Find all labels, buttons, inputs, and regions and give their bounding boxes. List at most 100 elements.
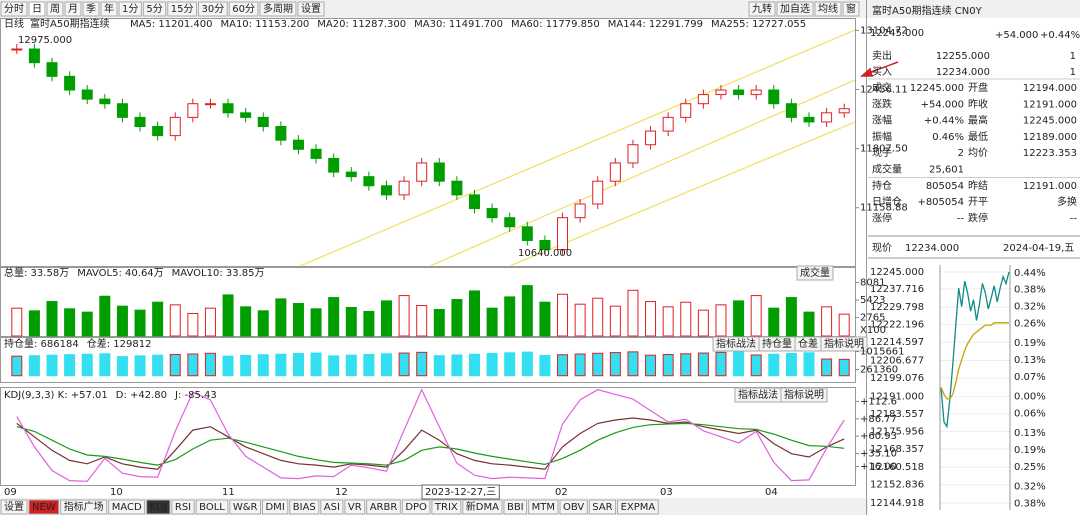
kdj-line — [16, 388, 845, 482]
period-button[interactable]: 30分 — [201, 3, 224, 15]
oi-bar — [257, 354, 269, 377]
volume-bar — [222, 294, 234, 337]
candle — [680, 103, 692, 118]
quote-label: 振幅 — [872, 130, 892, 143]
y-tick-label: 12191.000 — [870, 392, 924, 403]
volume-bar — [733, 300, 745, 337]
candle — [697, 94, 709, 105]
oi-bar — [380, 353, 392, 377]
oi-legend: 持仓量: 686184 — [4, 337, 79, 350]
pointer-arrow — [860, 61, 899, 77]
indicator-tab[interactable]: 新DMA — [466, 500, 499, 513]
indicator-tab[interactable]: 设置 — [4, 501, 24, 513]
oi-bar — [697, 352, 709, 377]
y-tick-label: 12222.196 — [870, 320, 924, 331]
volume-bar — [768, 307, 780, 337]
button-bg — [528, 499, 559, 515]
candle — [204, 103, 216, 106]
indicator-tab[interactable]: DMI — [265, 502, 284, 513]
candle — [46, 62, 58, 77]
period-button[interactable]: 季 — [86, 3, 96, 15]
period-button[interactable]: 月 — [68, 3, 78, 15]
last-label: 现价 — [872, 242, 892, 254]
y-tick-label: 2765 — [860, 313, 885, 324]
indicator-tab[interactable]: ASI — [324, 502, 340, 513]
indicator-tab[interactable]: BOLL — [199, 502, 225, 513]
candle — [345, 171, 357, 178]
period-button[interactable]: 5分 — [146, 3, 162, 15]
indicator-tab[interactable]: MACD — [112, 502, 142, 513]
tool-button[interactable]: 均线 — [818, 2, 838, 15]
indicator-tab[interactable]: OBV — [563, 502, 584, 513]
indicator-tab[interactable]: KDJ — [150, 502, 167, 513]
pct-tick-label: 0.25% — [1014, 462, 1046, 473]
candle — [821, 112, 833, 123]
indicator-tab[interactable]: 指标广场 — [64, 500, 104, 513]
indicator-tab[interactable]: DPO — [405, 502, 427, 513]
indicator-tab[interactable]: MTM — [532, 502, 555, 513]
indicator-button[interactable]: 指标说明 — [824, 337, 864, 350]
y-tick-label: 12144.918 — [870, 498, 924, 509]
candle — [363, 176, 375, 187]
quote-label: 日增仓 — [872, 195, 902, 208]
indicator-button[interactable]: 仓差 — [798, 337, 818, 350]
candle — [28, 48, 40, 64]
period-button[interactable]: 周 — [50, 3, 60, 15]
period-button[interactable]: 15分 — [171, 3, 194, 15]
button-bg — [100, 1, 118, 17]
oi-bar — [838, 358, 850, 377]
volume-bar — [504, 296, 516, 337]
indicator-tab[interactable]: RSI — [175, 502, 191, 513]
indicator-tab[interactable]: ARBR — [370, 502, 398, 513]
quote-label: 均价 — [968, 147, 988, 159]
button-bg — [748, 1, 776, 17]
indicator-tab[interactable]: VR — [348, 502, 362, 513]
candle — [715, 89, 727, 96]
instrument: 富时A50期指连续 — [30, 17, 110, 30]
y-tick-label: 12160.518 — [870, 462, 924, 473]
period-button[interactable]: 1分 — [122, 3, 138, 15]
x-label: 04 — [765, 487, 778, 498]
period-button[interactable]: 分时 — [4, 3, 24, 15]
button-bg — [82, 1, 100, 17]
button-bg — [0, 499, 28, 515]
indicator-tab[interactable]: EXPMA — [621, 502, 656, 513]
button-bg — [503, 499, 528, 515]
indicator-button[interactable]: 指标战法 — [738, 388, 778, 401]
candle — [416, 162, 428, 182]
volume-bar — [680, 301, 692, 337]
kdj-line — [16, 422, 845, 466]
period-button[interactable]: 60分 — [232, 3, 255, 15]
candle — [398, 180, 410, 196]
volume-bar — [257, 310, 269, 337]
volume-bar — [64, 308, 76, 337]
indicator-select[interactable]: 成交量 — [800, 266, 830, 279]
indicator-button[interactable]: 指标说明 — [784, 388, 824, 401]
indicator-tab[interactable]: BIAS — [293, 502, 316, 513]
indicator-tab[interactable]: NEW — [32, 502, 56, 513]
volume-bar — [275, 298, 287, 337]
period-button[interactable]: 年 — [104, 2, 114, 15]
quote-label: 涨停 — [872, 211, 892, 224]
tool-button[interactable]: 加自选 — [780, 2, 810, 15]
candle — [750, 89, 762, 96]
indicator-tab[interactable]: BBI — [507, 502, 524, 513]
tool-button[interactable]: 窗 — [846, 2, 856, 15]
book-qty: 1 — [1070, 51, 1076, 62]
indicator-tab[interactable]: W&R — [233, 502, 258, 513]
volume-bar — [627, 289, 639, 337]
period-button[interactable]: 日 — [32, 4, 42, 15]
tool-button[interactable]: 九转 — [752, 2, 772, 15]
y-tick-label: +60.93 — [860, 431, 897, 442]
oi-legend: 仓差: 129812 — [87, 337, 152, 350]
y-tick-label: 12199.076 — [870, 373, 924, 384]
quote-label: 涨幅 — [872, 114, 892, 127]
indicator-button[interactable]: 指标战法 — [716, 337, 756, 350]
volume-bar — [416, 305, 428, 337]
volume-bar — [557, 293, 569, 337]
indicator-tab[interactable]: SAR — [592, 502, 612, 513]
indicator-tab[interactable]: TRIX — [434, 502, 458, 513]
indicator-button[interactable]: 持仓量 — [762, 337, 792, 350]
period-button[interactable]: 设置 — [301, 3, 321, 15]
period-button[interactable]: 多周期 — [263, 2, 293, 15]
